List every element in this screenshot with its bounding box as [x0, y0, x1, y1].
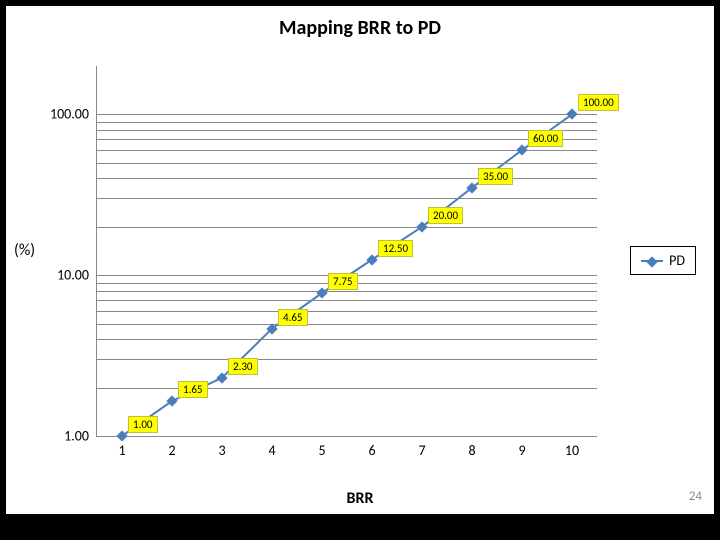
y-tick-label: 1.00 [64, 428, 89, 445]
gridline-minor [97, 178, 597, 179]
gridline-minor [97, 122, 597, 123]
data-label: 7.75 [328, 273, 358, 290]
chart-slide: Mapping BRR to PD (%) 1.00 10.00 100.00 1 2 3… [6, 6, 714, 514]
gridline-minor [97, 324, 597, 325]
data-label: 1.65 [178, 381, 208, 398]
gridline-minor [97, 359, 597, 360]
x-tick-label: 10 [565, 442, 579, 459]
x-tick-label: 3 [218, 442, 225, 459]
x-tick-label: 8 [468, 442, 475, 459]
x-tick-label: 6 [368, 442, 375, 459]
gridline-minor [97, 130, 597, 131]
legend: PD [630, 246, 696, 275]
gridline-minor [97, 339, 597, 340]
data-label: 60.00 [528, 130, 563, 147]
page-number: 24 [687, 489, 704, 504]
gridline-minor [97, 291, 597, 292]
legend-label: PD [669, 252, 685, 269]
legend-marker-icon [646, 256, 657, 267]
x-tick-label: 2 [168, 442, 175, 459]
gridline-minor [97, 139, 597, 140]
y-tick-label: 100.00 [50, 106, 89, 123]
gridline-major [97, 114, 597, 115]
x-tick-label: 9 [518, 442, 525, 459]
gridline-minor [97, 163, 597, 164]
x-tick-label: 4 [268, 442, 275, 459]
x-tick-label: 5 [318, 442, 325, 459]
gridline-minor [97, 198, 597, 199]
x-axis-title: BRR [6, 489, 714, 508]
gridline-major [97, 436, 597, 437]
chart-title: Mapping BRR to PD [6, 16, 714, 40]
plot-area: 1.0010.00100.00123456789101.001.652.304.… [96, 66, 597, 437]
gridline-minor [97, 300, 597, 301]
data-label: 1.00 [128, 416, 158, 433]
gridline-minor [97, 311, 597, 312]
y-tick-label: 10.00 [57, 267, 89, 284]
data-label: 35.00 [478, 168, 513, 185]
data-label: 20.00 [428, 207, 463, 224]
gridline-minor [97, 227, 597, 228]
data-label: 12.50 [378, 240, 413, 257]
x-tick-label: 7 [418, 442, 425, 459]
data-label: 4.65 [278, 309, 308, 326]
x-tick-label: 1 [118, 442, 125, 459]
data-label: 100.00 [578, 94, 619, 111]
gridline-minor [97, 388, 597, 389]
legend-line [641, 260, 663, 262]
y-axis-title: (%) [14, 241, 35, 260]
data-label: 2.30 [228, 358, 258, 375]
